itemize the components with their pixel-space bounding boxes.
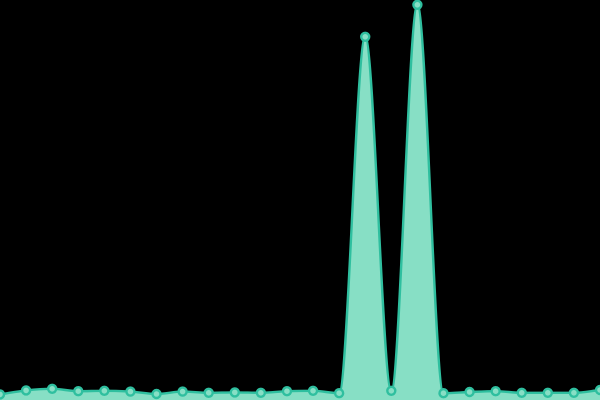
data-point-marker[interactable] — [490, 386, 501, 397]
data-point-marker[interactable] — [307, 385, 319, 396]
data-point-marker[interactable] — [360, 31, 371, 42]
data-point-marker[interactable] — [46, 383, 58, 394]
data-point-marker[interactable] — [99, 385, 110, 396]
data-point-marker[interactable] — [386, 385, 397, 396]
data-point-marker[interactable] — [177, 386, 188, 397]
data-point-marker[interactable] — [568, 387, 580, 398]
data-point-marker[interactable] — [203, 387, 214, 398]
data-point-marker[interactable] — [412, 0, 423, 10]
data-point-marker[interactable] — [73, 386, 84, 397]
data-point-marker[interactable] — [20, 385, 32, 396]
data-point-marker[interactable] — [125, 386, 136, 397]
data-point-marker[interactable] — [438, 388, 449, 399]
data-point-marker[interactable] — [594, 384, 600, 396]
data-point-marker[interactable] — [542, 387, 554, 398]
area-fill — [0, 4, 600, 400]
data-point-marker[interactable] — [0, 389, 6, 400]
data-point-marker[interactable] — [464, 386, 475, 398]
data-point-marker[interactable] — [281, 386, 293, 397]
data-point-marker[interactable] — [229, 387, 240, 398]
data-point-marker[interactable] — [333, 388, 345, 399]
series-line — [0, 3, 600, 396]
data-point-marker[interactable] — [516, 387, 527, 398]
data-point-marker[interactable] — [255, 387, 267, 398]
data-point-marker[interactable] — [151, 388, 162, 400]
